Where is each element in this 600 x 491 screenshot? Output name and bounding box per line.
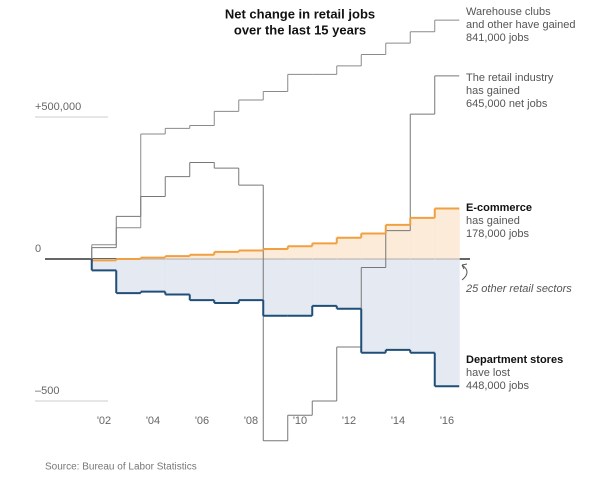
x-tick-label: '14 [391, 415, 405, 427]
annotation: 178,000 jobs [466, 228, 529, 240]
annotation: and other have gained [466, 19, 575, 31]
annotation: has gained [466, 215, 520, 227]
area-step [410, 259, 436, 353]
area-step [189, 254, 215, 259]
x-tick-label: '16 [440, 415, 454, 427]
area-step [336, 237, 362, 259]
area-step [410, 217, 436, 259]
chart-title: over the last 15 years [234, 22, 366, 37]
y-tick-label: –500 [35, 385, 59, 397]
annotation: has gained [466, 85, 520, 97]
area-step [312, 259, 338, 306]
annotation-arrowhead [461, 263, 468, 270]
chart-title: Net change in retail jobs [225, 6, 375, 21]
area-step [385, 224, 411, 259]
annotation-arrow [461, 264, 468, 281]
x-tick-label: '04 [146, 415, 160, 427]
annotation: Warehouse clubs [466, 6, 551, 18]
x-tick-label: '02 [97, 415, 111, 427]
area-step [214, 251, 240, 259]
x-tick-label: '08 [244, 415, 258, 427]
annotation: have lost [466, 367, 510, 379]
y-tick-label: +500,000 [35, 101, 81, 113]
area-step [189, 259, 215, 301]
area-step [287, 259, 313, 316]
annotation: 841,000 jobs [466, 32, 529, 44]
annotation: 448,000 jobs [466, 380, 529, 392]
area-step [263, 259, 289, 316]
annotation: The retail industry [466, 72, 554, 84]
area-step [361, 233, 387, 259]
area-step [140, 259, 166, 292]
area-step [361, 259, 387, 353]
area-step [116, 259, 142, 294]
annotation: 25 other retail sectors [465, 283, 572, 295]
y-tick-label: 0 [35, 243, 41, 255]
area-step [165, 256, 191, 259]
area-step [312, 243, 338, 259]
area-step [214, 259, 240, 304]
x-tick-label: '06 [195, 415, 209, 427]
area-step [434, 259, 460, 387]
x-tick-label: '10 [293, 415, 307, 427]
area-step [238, 250, 264, 259]
source: Source: Bureau of Labor Statistics [45, 462, 197, 473]
area-step [336, 259, 362, 309]
annotation: Department stores [466, 354, 563, 366]
area-step [385, 259, 411, 350]
area-step [238, 259, 264, 301]
area-step [165, 259, 191, 295]
annotation: E-commerce [466, 202, 532, 214]
area-step [91, 259, 117, 271]
area-step [263, 249, 289, 259]
x-tick-label: '12 [342, 415, 356, 427]
annotation: 645,000 net jobs [466, 98, 548, 110]
area-step [287, 246, 313, 259]
area-step [434, 208, 460, 259]
